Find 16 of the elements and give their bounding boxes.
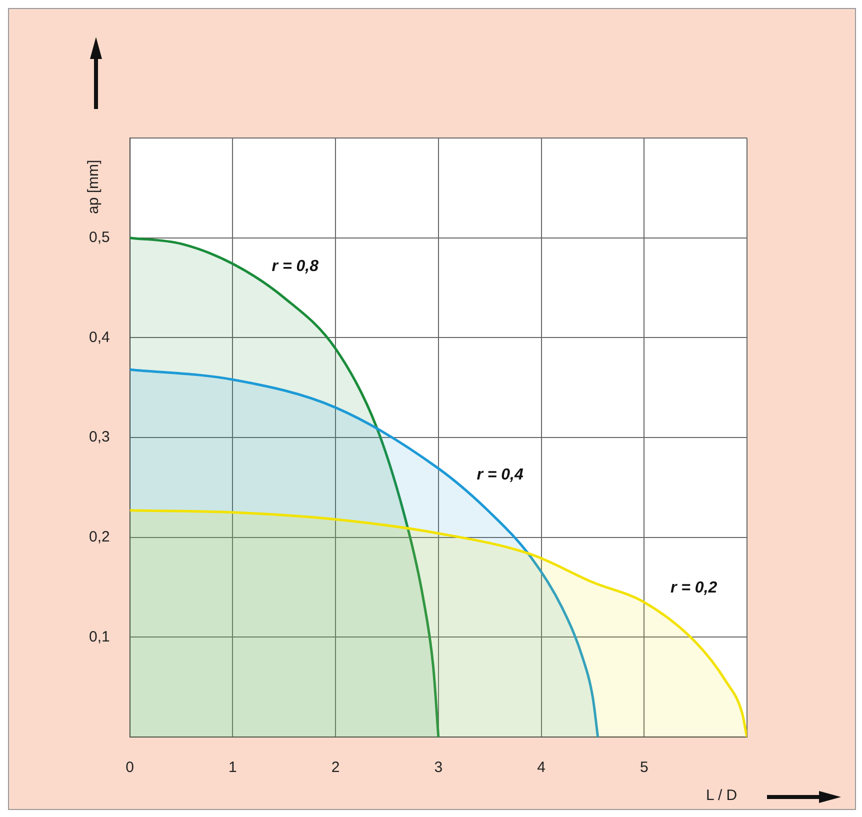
y-tick-label: 0,4 [88, 328, 110, 346]
y-tick-label: 0,2 [88, 528, 110, 546]
x-tick-label: 1 [228, 759, 237, 776]
x-tick-label: 3 [434, 759, 443, 776]
x-tick-label: 2 [331, 759, 340, 776]
x-tick-label: 4 [537, 759, 546, 776]
series-label: r = 0,2 [670, 579, 718, 596]
x-axis-title: L / D [706, 787, 738, 804]
y-tick-label: 0,3 [88, 428, 110, 446]
x-tick-label: 0 [126, 759, 134, 776]
x-tick-label: 5 [640, 759, 648, 776]
series-label: r = 0,4 [476, 466, 524, 484]
series-label: r = 0,8 [272, 258, 319, 276]
y-tick-label: 0,1 [88, 628, 110, 646]
y-axis-title: ap [mm] [85, 160, 102, 214]
y-tick-label: 0,5 [88, 228, 110, 246]
